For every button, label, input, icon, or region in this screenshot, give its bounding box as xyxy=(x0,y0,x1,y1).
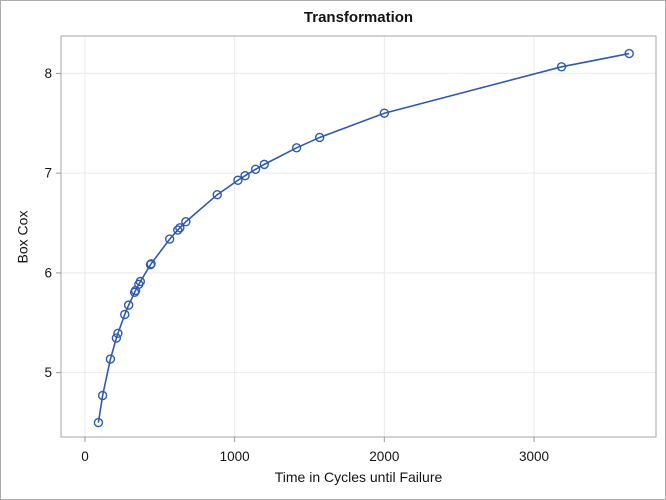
data-point-marker xyxy=(164,234,175,244)
y-tick-label: 6 xyxy=(44,265,52,280)
data-point-marker xyxy=(120,309,130,320)
data-point-marker xyxy=(233,175,243,185)
data-point-marker xyxy=(97,390,108,401)
x-axis-title: Time in Cycles until Failure xyxy=(274,469,443,485)
data-point-marker xyxy=(123,300,134,310)
data-point-marker xyxy=(556,62,567,72)
x-tick-label: 0 xyxy=(81,449,89,464)
data-point-marker xyxy=(105,354,116,364)
data-point-marker xyxy=(212,190,222,200)
data-point-marker xyxy=(175,223,185,233)
chart-title: Transformation xyxy=(303,9,414,26)
data-point-marker xyxy=(135,276,146,287)
plot-frame xyxy=(60,35,657,438)
x-tick-label: 3000 xyxy=(519,449,549,464)
y-tick-label: 8 xyxy=(44,66,52,81)
data-point-marker xyxy=(250,164,261,174)
data-point-marker xyxy=(181,217,191,227)
data-point-marker xyxy=(173,225,183,235)
data-point-marker xyxy=(93,417,104,428)
data-point-marker xyxy=(291,143,302,153)
x-tick-label: 2000 xyxy=(369,449,399,464)
data-point-marker xyxy=(146,259,156,269)
series-line xyxy=(97,52,630,423)
data-point-marker xyxy=(259,159,269,170)
data-point-marker xyxy=(624,48,634,59)
y-tick-label: 5 xyxy=(44,365,52,380)
y-tick-label: 7 xyxy=(44,166,52,181)
x-tick-label: 1000 xyxy=(220,449,250,464)
data-point-marker xyxy=(379,108,390,118)
data-point-marker xyxy=(111,333,122,343)
data-point-marker xyxy=(314,132,325,143)
data-point-marker xyxy=(240,170,250,181)
data-point-marker xyxy=(113,328,123,339)
